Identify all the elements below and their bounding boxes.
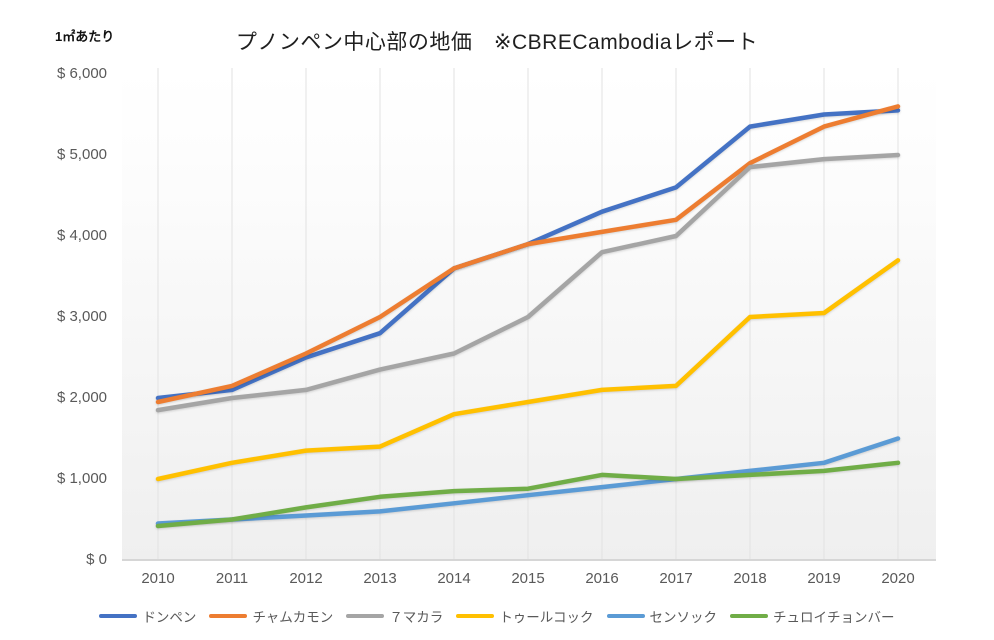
series-line-2 <box>155 152 901 413</box>
x-tick-label: 2018 <box>733 570 767 587</box>
x-tick-label: 2011 <box>215 570 249 587</box>
chart-legend: ドンペン チャムカモン ７マカラ トゥールコック センソック チュロイチョンバー <box>0 603 994 629</box>
legend-label: ７マカラ <box>389 610 444 625</box>
legend-line-marker-icon <box>209 613 248 619</box>
chart-title: プノンペン中心部の地価 ※CBRECambodiaレポート <box>235 31 759 54</box>
x-tick-label: 2014 <box>437 570 471 587</box>
y-tick-label: $ 1,000 <box>56 470 107 487</box>
legend-line-marker-icon <box>99 613 138 619</box>
legend-line-marker-icon <box>346 613 385 619</box>
y-tick-label: $ 5,000 <box>56 146 107 163</box>
x-tick-label: 2015 <box>511 570 545 587</box>
legend-item-1: チャムカモン <box>209 606 333 626</box>
series-line-1 <box>155 104 901 405</box>
y-tick-label: $ 6,000 <box>56 65 107 82</box>
y-tick-label: $ 0 <box>86 551 107 568</box>
legend-line-marker-icon <box>730 613 769 619</box>
y-tick-label: $ 3,000 <box>56 308 107 325</box>
series-line-5 <box>155 460 901 529</box>
unit-label: 1㎡あたり <box>55 29 115 44</box>
legend-item-2: ７マカラ <box>346 606 443 626</box>
legend-item-5: チュロイチョンバー <box>730 606 895 626</box>
legend-label: トゥールコック <box>499 610 594 625</box>
legend-label: ドンペン <box>142 610 197 625</box>
x-tick-label: 2013 <box>363 570 397 587</box>
x-tick-label: 2019 <box>807 570 841 587</box>
x-tick-label: 2010 <box>141 570 175 587</box>
legend-label: センソック <box>649 610 718 625</box>
x-tick-label: 2017 <box>659 570 693 587</box>
legend-line-marker-icon <box>606 613 645 619</box>
legend-label: チャムカモン <box>252 610 334 625</box>
legend-item-0: ドンペン <box>99 606 196 626</box>
x-tick-label: 2012 <box>289 570 323 587</box>
x-tick-label: 2020 <box>881 570 915 587</box>
series-line-3 <box>155 258 901 482</box>
y-tick-label: $ 2,000 <box>56 389 107 406</box>
legend-label: チュロイチョンバー <box>773 610 895 625</box>
series-line-4 <box>155 436 901 526</box>
y-tick-label: $ 4,000 <box>56 227 107 244</box>
x-tick-label: 2016 <box>585 570 619 587</box>
legend-line-marker-icon <box>456 613 495 619</box>
legend-item-3: トゥールコック <box>456 606 594 626</box>
legend-item-4: センソック <box>606 606 718 626</box>
